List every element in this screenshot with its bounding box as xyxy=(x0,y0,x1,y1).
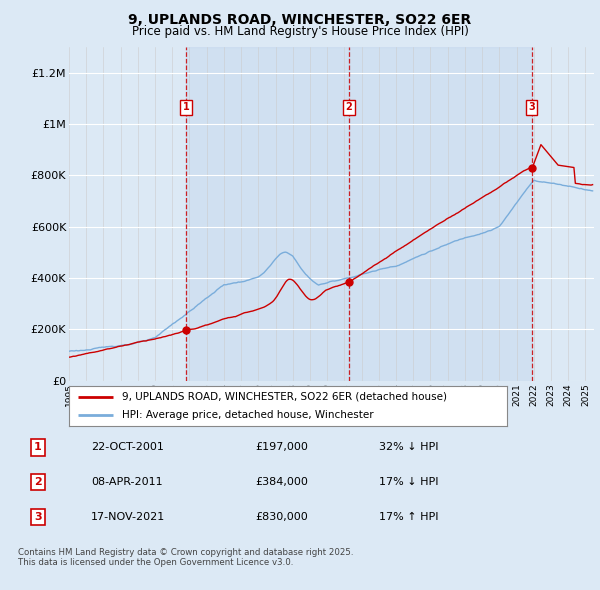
Text: 08-APR-2011: 08-APR-2011 xyxy=(91,477,163,487)
Text: 22-OCT-2001: 22-OCT-2001 xyxy=(91,442,164,453)
Text: 3: 3 xyxy=(528,102,535,112)
Text: 2: 2 xyxy=(346,102,352,112)
Text: 2: 2 xyxy=(34,477,41,487)
Text: 9, UPLANDS ROAD, WINCHESTER, SO22 6ER: 9, UPLANDS ROAD, WINCHESTER, SO22 6ER xyxy=(128,13,472,27)
Text: 17-NOV-2021: 17-NOV-2021 xyxy=(91,512,166,522)
Text: 17% ↓ HPI: 17% ↓ HPI xyxy=(379,477,439,487)
Text: 1: 1 xyxy=(34,442,41,453)
Text: 1: 1 xyxy=(183,102,190,112)
Text: 32% ↓ HPI: 32% ↓ HPI xyxy=(379,442,439,453)
Text: Contains HM Land Registry data © Crown copyright and database right 2025.
This d: Contains HM Land Registry data © Crown c… xyxy=(18,548,353,567)
Text: £384,000: £384,000 xyxy=(255,477,308,487)
Text: Price paid vs. HM Land Registry's House Price Index (HPI): Price paid vs. HM Land Registry's House … xyxy=(131,25,469,38)
Bar xyxy=(186,47,349,381)
Bar xyxy=(349,47,532,381)
Text: 17% ↑ HPI: 17% ↑ HPI xyxy=(379,512,439,522)
Text: £830,000: £830,000 xyxy=(255,512,308,522)
Text: 3: 3 xyxy=(34,512,41,522)
Text: £197,000: £197,000 xyxy=(255,442,308,453)
Text: HPI: Average price, detached house, Winchester: HPI: Average price, detached house, Winc… xyxy=(122,410,373,420)
Text: 9, UPLANDS ROAD, WINCHESTER, SO22 6ER (detached house): 9, UPLANDS ROAD, WINCHESTER, SO22 6ER (d… xyxy=(122,392,446,402)
